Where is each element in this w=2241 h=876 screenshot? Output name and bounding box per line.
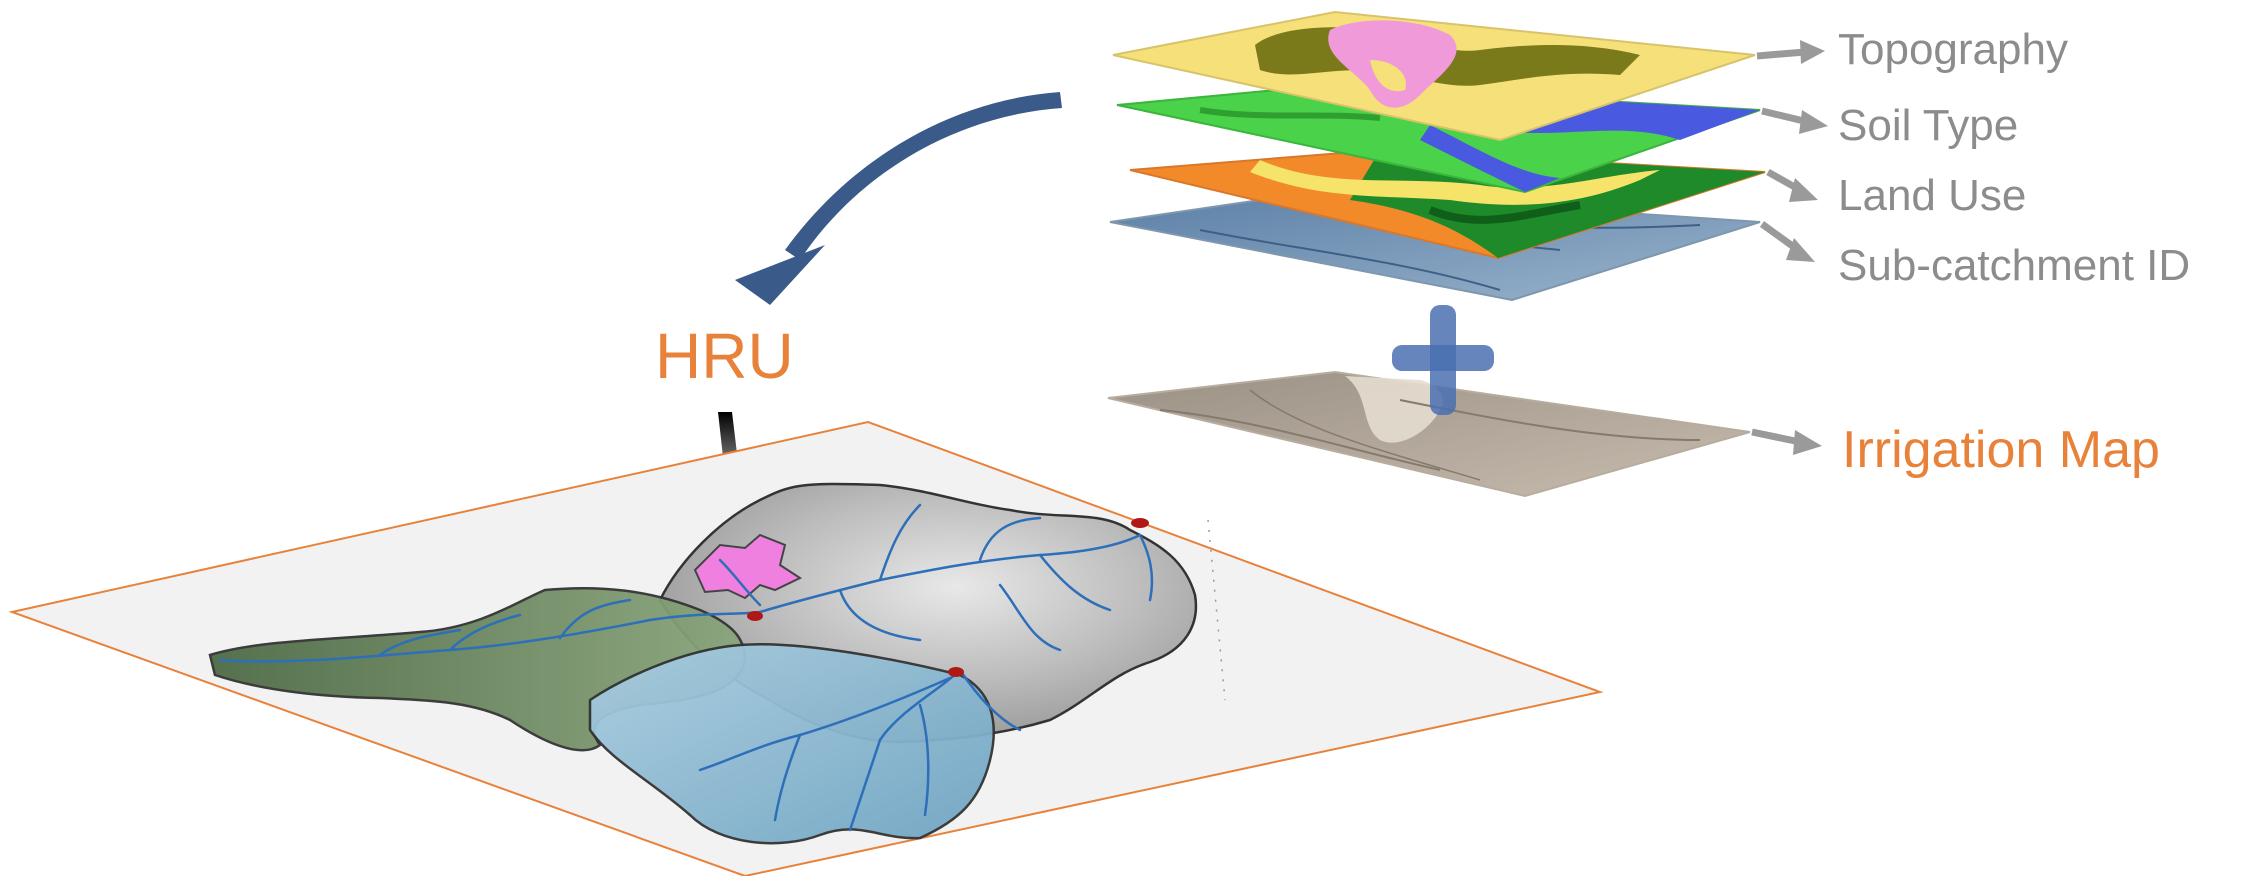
irrigation-map-layer — [1107, 370, 1751, 498]
label-subcatchment-id: Sub-catchment ID — [1838, 241, 2190, 290]
outlet-marker — [948, 667, 964, 677]
watershed-map — [208, 482, 1226, 845]
hru-patch — [693, 533, 803, 600]
label-soil-type: Soil Type — [1838, 101, 2018, 150]
plus-icon — [1392, 305, 1494, 415]
hru-label: HRU — [655, 320, 794, 392]
outlet-markers — [747, 518, 1149, 677]
river-network — [218, 503, 1154, 832]
label-land-use: Land Use — [1838, 171, 2026, 220]
outlet-marker — [1131, 518, 1149, 528]
outlet-marker — [747, 611, 763, 621]
layer-stack — [1107, 10, 1766, 498]
topography-layer — [1112, 10, 1756, 142]
dotted-guide — [1207, 519, 1226, 701]
layer-labels: Topography Soil Type Land Use Sub-catchm… — [1838, 25, 2190, 479]
layer-pointer-arrows — [1751, 40, 1828, 455]
curved-arrow — [735, 92, 1062, 305]
label-irrigation-map: Irrigation Map — [1842, 421, 2160, 479]
blue-subcatchment — [588, 643, 995, 845]
label-topography: Topography — [1838, 25, 2068, 74]
